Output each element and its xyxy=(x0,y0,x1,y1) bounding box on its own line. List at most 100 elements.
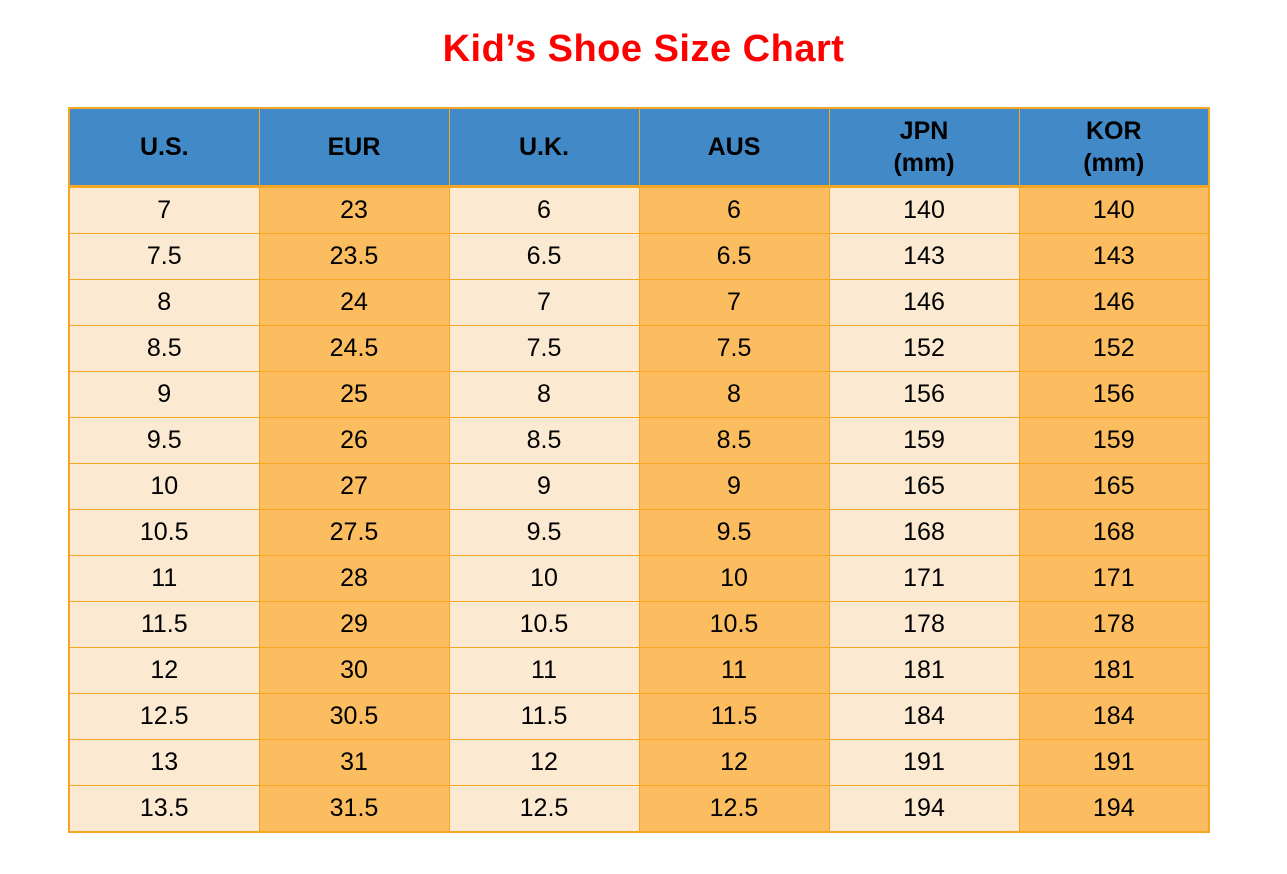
cell-eur: 31 xyxy=(258,739,450,786)
cell-us: 13.5 xyxy=(68,785,260,833)
page-title: Kid’s Shoe Size Chart xyxy=(442,28,845,70)
cell-us: 12 xyxy=(68,647,260,694)
table-row: 9 25 8 8 156 156 xyxy=(68,371,1210,418)
cell-jpn: 178 xyxy=(828,601,1020,648)
cell-eur: 24 xyxy=(258,279,450,326)
cell-jpn: 159 xyxy=(828,417,1020,464)
cell-eur: 29 xyxy=(258,601,450,648)
cell-aus: 12 xyxy=(638,739,830,786)
cell-jpn: 171 xyxy=(828,555,1020,602)
cell-uk: 11 xyxy=(448,647,640,694)
cell-uk: 12 xyxy=(448,739,640,786)
cell-aus: 9.5 xyxy=(638,509,830,556)
cell-jpn: 165 xyxy=(828,463,1020,510)
cell-uk: 7 xyxy=(448,279,640,326)
cell-us: 11.5 xyxy=(68,601,260,648)
table-row: 11 28 10 10 171 171 xyxy=(68,555,1210,602)
cell-aus: 10.5 xyxy=(638,601,830,648)
cell-us: 11 xyxy=(68,555,260,602)
cell-us: 7 xyxy=(68,186,260,234)
cell-eur: 30 xyxy=(258,647,450,694)
cell-eur: 23.5 xyxy=(258,233,450,280)
cell-jpn: 181 xyxy=(828,647,1020,694)
cell-us: 8 xyxy=(68,279,260,326)
table-row: 7 23 6 6 140 140 xyxy=(68,186,1210,234)
cell-uk: 10.5 xyxy=(448,601,640,648)
cell-us: 9.5 xyxy=(68,417,260,464)
cell-kor: 181 xyxy=(1018,647,1210,694)
cell-kor: 184 xyxy=(1018,693,1210,740)
cell-kor: 168 xyxy=(1018,509,1210,556)
cell-us: 9 xyxy=(68,371,260,418)
cell-eur: 24.5 xyxy=(258,325,450,372)
cell-jpn: 184 xyxy=(828,693,1020,740)
cell-kor: 156 xyxy=(1018,371,1210,418)
column-header-jpn: JPN (mm) xyxy=(828,107,1020,188)
table-row: 8.5 24.5 7.5 7.5 152 152 xyxy=(68,325,1210,372)
cell-aus: 9 xyxy=(638,463,830,510)
cell-us: 8.5 xyxy=(68,325,260,372)
cell-eur: 26 xyxy=(258,417,450,464)
cell-uk: 12.5 xyxy=(448,785,640,833)
cell-kor: 143 xyxy=(1018,233,1210,280)
table-row: 11.5 29 10.5 10.5 178 178 xyxy=(68,601,1210,648)
cell-uk: 6.5 xyxy=(448,233,640,280)
cell-us: 13 xyxy=(68,739,260,786)
cell-kor: 165 xyxy=(1018,463,1210,510)
table-row: 10.5 27.5 9.5 9.5 168 168 xyxy=(68,509,1210,556)
cell-kor: 191 xyxy=(1018,739,1210,786)
cell-uk: 7.5 xyxy=(448,325,640,372)
cell-us: 10 xyxy=(68,463,260,510)
cell-us: 10.5 xyxy=(68,509,260,556)
cell-aus: 7 xyxy=(638,279,830,326)
table-row: 7.5 23.5 6.5 6.5 143 143 xyxy=(68,233,1210,280)
table-row: 12.5 30.5 11.5 11.5 184 184 xyxy=(68,693,1210,740)
cell-jpn: 168 xyxy=(828,509,1020,556)
cell-aus: 10 xyxy=(638,555,830,602)
table-row: 13.5 31.5 12.5 12.5 194 194 xyxy=(68,785,1210,833)
cell-eur: 25 xyxy=(258,371,450,418)
cell-jpn: 156 xyxy=(828,371,1020,418)
cell-uk: 9 xyxy=(448,463,640,510)
cell-kor: 194 xyxy=(1018,785,1210,833)
table-row: 13 31 12 12 191 191 xyxy=(68,739,1210,786)
cell-eur: 27 xyxy=(258,463,450,510)
cell-eur: 31.5 xyxy=(258,785,450,833)
cell-uk: 8.5 xyxy=(448,417,640,464)
column-header-us: U.S. xyxy=(68,107,260,188)
cell-kor: 146 xyxy=(1018,279,1210,326)
header-row: U.S. EUR U.K. AUS JPN (mm) KOR (mm) xyxy=(68,107,1210,188)
cell-eur: 23 xyxy=(258,186,450,234)
cell-jpn: 143 xyxy=(828,233,1020,280)
column-header-kor: KOR (mm) xyxy=(1018,107,1210,188)
cell-aus: 6 xyxy=(638,186,830,234)
column-header-eur: EUR xyxy=(258,107,450,188)
table-header: U.S. EUR U.K. AUS JPN (mm) KOR (mm) xyxy=(68,107,1210,188)
cell-us: 12.5 xyxy=(68,693,260,740)
column-header-uk: U.K. xyxy=(448,107,640,188)
cell-jpn: 152 xyxy=(828,325,1020,372)
table-row: 12 30 11 11 181 181 xyxy=(68,647,1210,694)
cell-aus: 6.5 xyxy=(638,233,830,280)
cell-uk: 11.5 xyxy=(448,693,640,740)
cell-aus: 11 xyxy=(638,647,830,694)
cell-uk: 10 xyxy=(448,555,640,602)
table-body: 7 23 6 6 140 140 7.5 23.5 6.5 6.5 143 143 8 24 7 7 146 14… xyxy=(68,186,1210,833)
cell-kor: 178 xyxy=(1018,601,1210,648)
cell-eur: 28 xyxy=(258,555,450,602)
cell-uk: 9.5 xyxy=(448,509,640,556)
table-row: 10 27 9 9 165 165 xyxy=(68,463,1210,510)
cell-aus: 12.5 xyxy=(638,785,830,833)
shoe-size-table: U.S. EUR U.K. AUS JPN (mm) KOR (mm) 7 23 6 6 140 140… xyxy=(68,107,1210,833)
cell-jpn: 191 xyxy=(828,739,1020,786)
cell-jpn: 140 xyxy=(828,186,1020,234)
cell-kor: 159 xyxy=(1018,417,1210,464)
cell-jpn: 194 xyxy=(828,785,1020,833)
cell-aus: 8.5 xyxy=(638,417,830,464)
cell-aus: 11.5 xyxy=(638,693,830,740)
column-header-aus: AUS xyxy=(638,107,830,188)
cell-eur: 30.5 xyxy=(258,693,450,740)
cell-us: 7.5 xyxy=(68,233,260,280)
cell-uk: 8 xyxy=(448,371,640,418)
